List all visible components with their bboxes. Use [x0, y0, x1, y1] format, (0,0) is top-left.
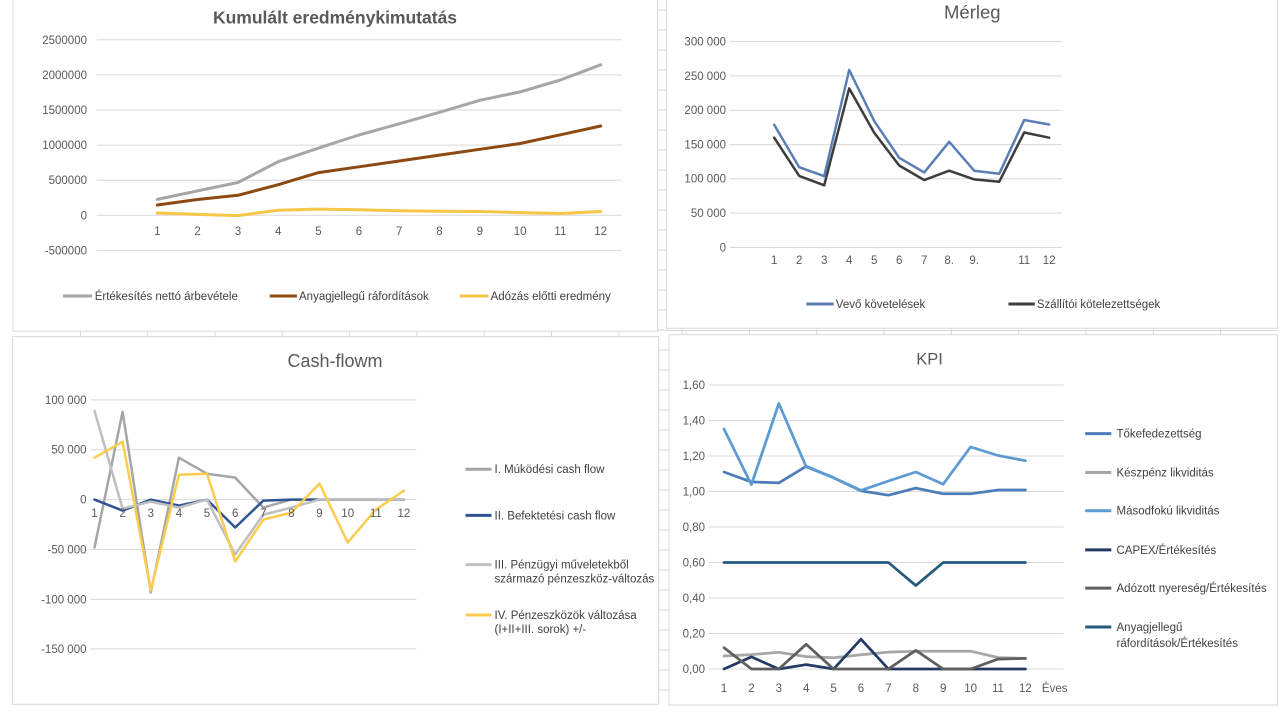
svg-text:11: 11: [1018, 255, 1030, 267]
svg-text:500000: 500000: [49, 175, 87, 187]
svg-text:-100 000: -100 000: [41, 594, 86, 606]
svg-text:100 000: 100 000: [45, 395, 87, 407]
svg-text:3: 3: [235, 226, 241, 238]
svg-text:50 000: 50 000: [691, 208, 726, 220]
svg-text:7: 7: [885, 683, 891, 695]
svg-text:Másodfokú likviditás: Másodfokú likviditás: [1117, 506, 1220, 518]
svg-text:250 000: 250 000: [684, 71, 726, 83]
svg-text:III. Pénzügyi műveletekből: III. Pénzügyi műveletekből: [495, 560, 629, 572]
svg-text:Készpénz likviditás: Készpénz likviditás: [1117, 468, 1214, 480]
svg-text:9.: 9.: [969, 255, 979, 267]
svg-text:7: 7: [260, 508, 266, 520]
svg-text:4: 4: [803, 683, 810, 695]
svg-text:Cash-flowm: Cash-flowm: [287, 351, 382, 371]
svg-text:Éves: Éves: [1042, 682, 1068, 695]
svg-text:12: 12: [1019, 683, 1032, 695]
svg-text:0,00: 0,00: [683, 664, 705, 676]
svg-text:6: 6: [232, 508, 238, 520]
svg-text:1: 1: [721, 683, 727, 695]
svg-text:1,40: 1,40: [683, 416, 705, 428]
svg-text:2: 2: [796, 255, 802, 267]
svg-text:6: 6: [858, 683, 864, 695]
svg-text:8.: 8.: [944, 255, 954, 267]
svg-text:0,40: 0,40: [683, 593, 705, 605]
svg-text:1,20: 1,20: [683, 451, 705, 463]
svg-text:11: 11: [554, 226, 566, 238]
svg-text:származó pénzeszköz-változás: származó pénzeszköz-változás: [495, 574, 655, 586]
svg-text:3: 3: [776, 683, 782, 695]
svg-text:300 000: 300 000: [684, 37, 726, 49]
svg-text:0: 0: [720, 243, 726, 255]
svg-text:2: 2: [748, 683, 754, 695]
svg-text:0,20: 0,20: [683, 629, 705, 641]
svg-text:8: 8: [288, 508, 294, 520]
svg-text:11: 11: [370, 508, 382, 520]
svg-text:9: 9: [477, 226, 483, 238]
svg-text:1500000: 1500000: [42, 105, 87, 117]
svg-text:5: 5: [830, 683, 836, 695]
svg-text:1: 1: [154, 226, 160, 238]
svg-text:9: 9: [940, 683, 946, 695]
svg-text:10: 10: [964, 683, 977, 695]
svg-text:Tőkefedezettség: Tőkefedezettség: [1117, 429, 1202, 441]
svg-text:6: 6: [356, 226, 362, 238]
svg-text:1,00: 1,00: [683, 487, 705, 499]
svg-text:Adózás előtti eredmény: Adózás előtti eredmény: [491, 291, 611, 303]
svg-text:Anyagjellegű ráfordítások: Anyagjellegű ráfordítások: [299, 291, 429, 303]
svg-text:1000000: 1000000: [42, 140, 87, 152]
svg-text:I. Múködési cash flow: I. Múködési cash flow: [495, 464, 606, 476]
svg-text:Anyagjellegű: Anyagjellegű: [1117, 622, 1183, 634]
svg-text:12: 12: [594, 226, 607, 238]
svg-text:3: 3: [821, 255, 827, 267]
svg-text:1,60: 1,60: [683, 380, 705, 392]
svg-text:7: 7: [396, 226, 402, 238]
svg-text:II. Befektetési cash flow: II. Befektetési cash flow: [495, 510, 617, 522]
svg-text:2000000: 2000000: [42, 70, 87, 82]
svg-text:-50 000: -50 000: [47, 545, 86, 557]
svg-text:4: 4: [275, 226, 282, 238]
svg-text:ráfordítások/Értékesítés: ráfordítások/Értékesítés: [1117, 637, 1239, 650]
svg-text:Szállítói kötelezettségek: Szállítói kötelezettségek: [1037, 299, 1161, 311]
svg-text:5: 5: [204, 508, 210, 520]
svg-text:-500000: -500000: [45, 245, 87, 257]
svg-text:0,80: 0,80: [683, 522, 705, 534]
svg-text:1: 1: [91, 508, 97, 520]
svg-text:CAPEX/Értékesítés: CAPEX/Értékesítés: [1117, 544, 1217, 557]
svg-text:8: 8: [436, 226, 442, 238]
svg-text:150 000: 150 000: [684, 140, 726, 152]
svg-text:6: 6: [896, 255, 902, 267]
svg-text:12: 12: [398, 508, 411, 520]
svg-text:100 000: 100 000: [684, 174, 726, 186]
svg-text:200 000: 200 000: [684, 105, 726, 117]
svg-text:7: 7: [921, 255, 927, 267]
svg-text:2500000: 2500000: [42, 35, 87, 47]
svg-text:KPI: KPI: [916, 351, 943, 369]
svg-text:2: 2: [119, 508, 125, 520]
svg-text:Kumulált eredménykimutatás: Kumulált eredménykimutatás: [213, 8, 457, 28]
svg-text:0: 0: [81, 210, 87, 222]
svg-text:5: 5: [871, 255, 877, 267]
svg-text:10: 10: [514, 226, 527, 238]
svg-text:4: 4: [846, 255, 853, 267]
svg-text:3: 3: [148, 508, 154, 520]
svg-text:IV. Pénzeszközök változása: IV. Pénzeszközök változása: [495, 610, 638, 622]
svg-text:1: 1: [771, 255, 777, 267]
svg-text:0,60: 0,60: [683, 558, 705, 570]
svg-text:12: 12: [1043, 255, 1056, 267]
svg-text:0: 0: [80, 495, 86, 507]
svg-text:(I+II+III. sorok) +/-: (I+II+III. sorok) +/-: [495, 624, 587, 636]
svg-text:10: 10: [341, 508, 354, 520]
svg-text:50 000: 50 000: [51, 445, 86, 457]
svg-text:Mérleg: Mérleg: [944, 2, 1001, 23]
svg-text:Adózott nyereség/Értékesítés: Adózott nyereség/Értékesítés: [1117, 582, 1267, 595]
svg-text:11: 11: [992, 683, 1004, 695]
svg-text:4: 4: [176, 508, 183, 520]
svg-text:Értékesítés nettó árbevétele: Értékesítés nettó árbevétele: [95, 290, 238, 303]
svg-text:Vevő követelések: Vevő követelések: [836, 299, 926, 311]
svg-text:2: 2: [194, 226, 200, 238]
svg-text:5: 5: [315, 226, 321, 238]
svg-text:-150 000: -150 000: [41, 644, 86, 656]
svg-text:9: 9: [316, 508, 322, 520]
svg-text:8: 8: [913, 683, 919, 695]
